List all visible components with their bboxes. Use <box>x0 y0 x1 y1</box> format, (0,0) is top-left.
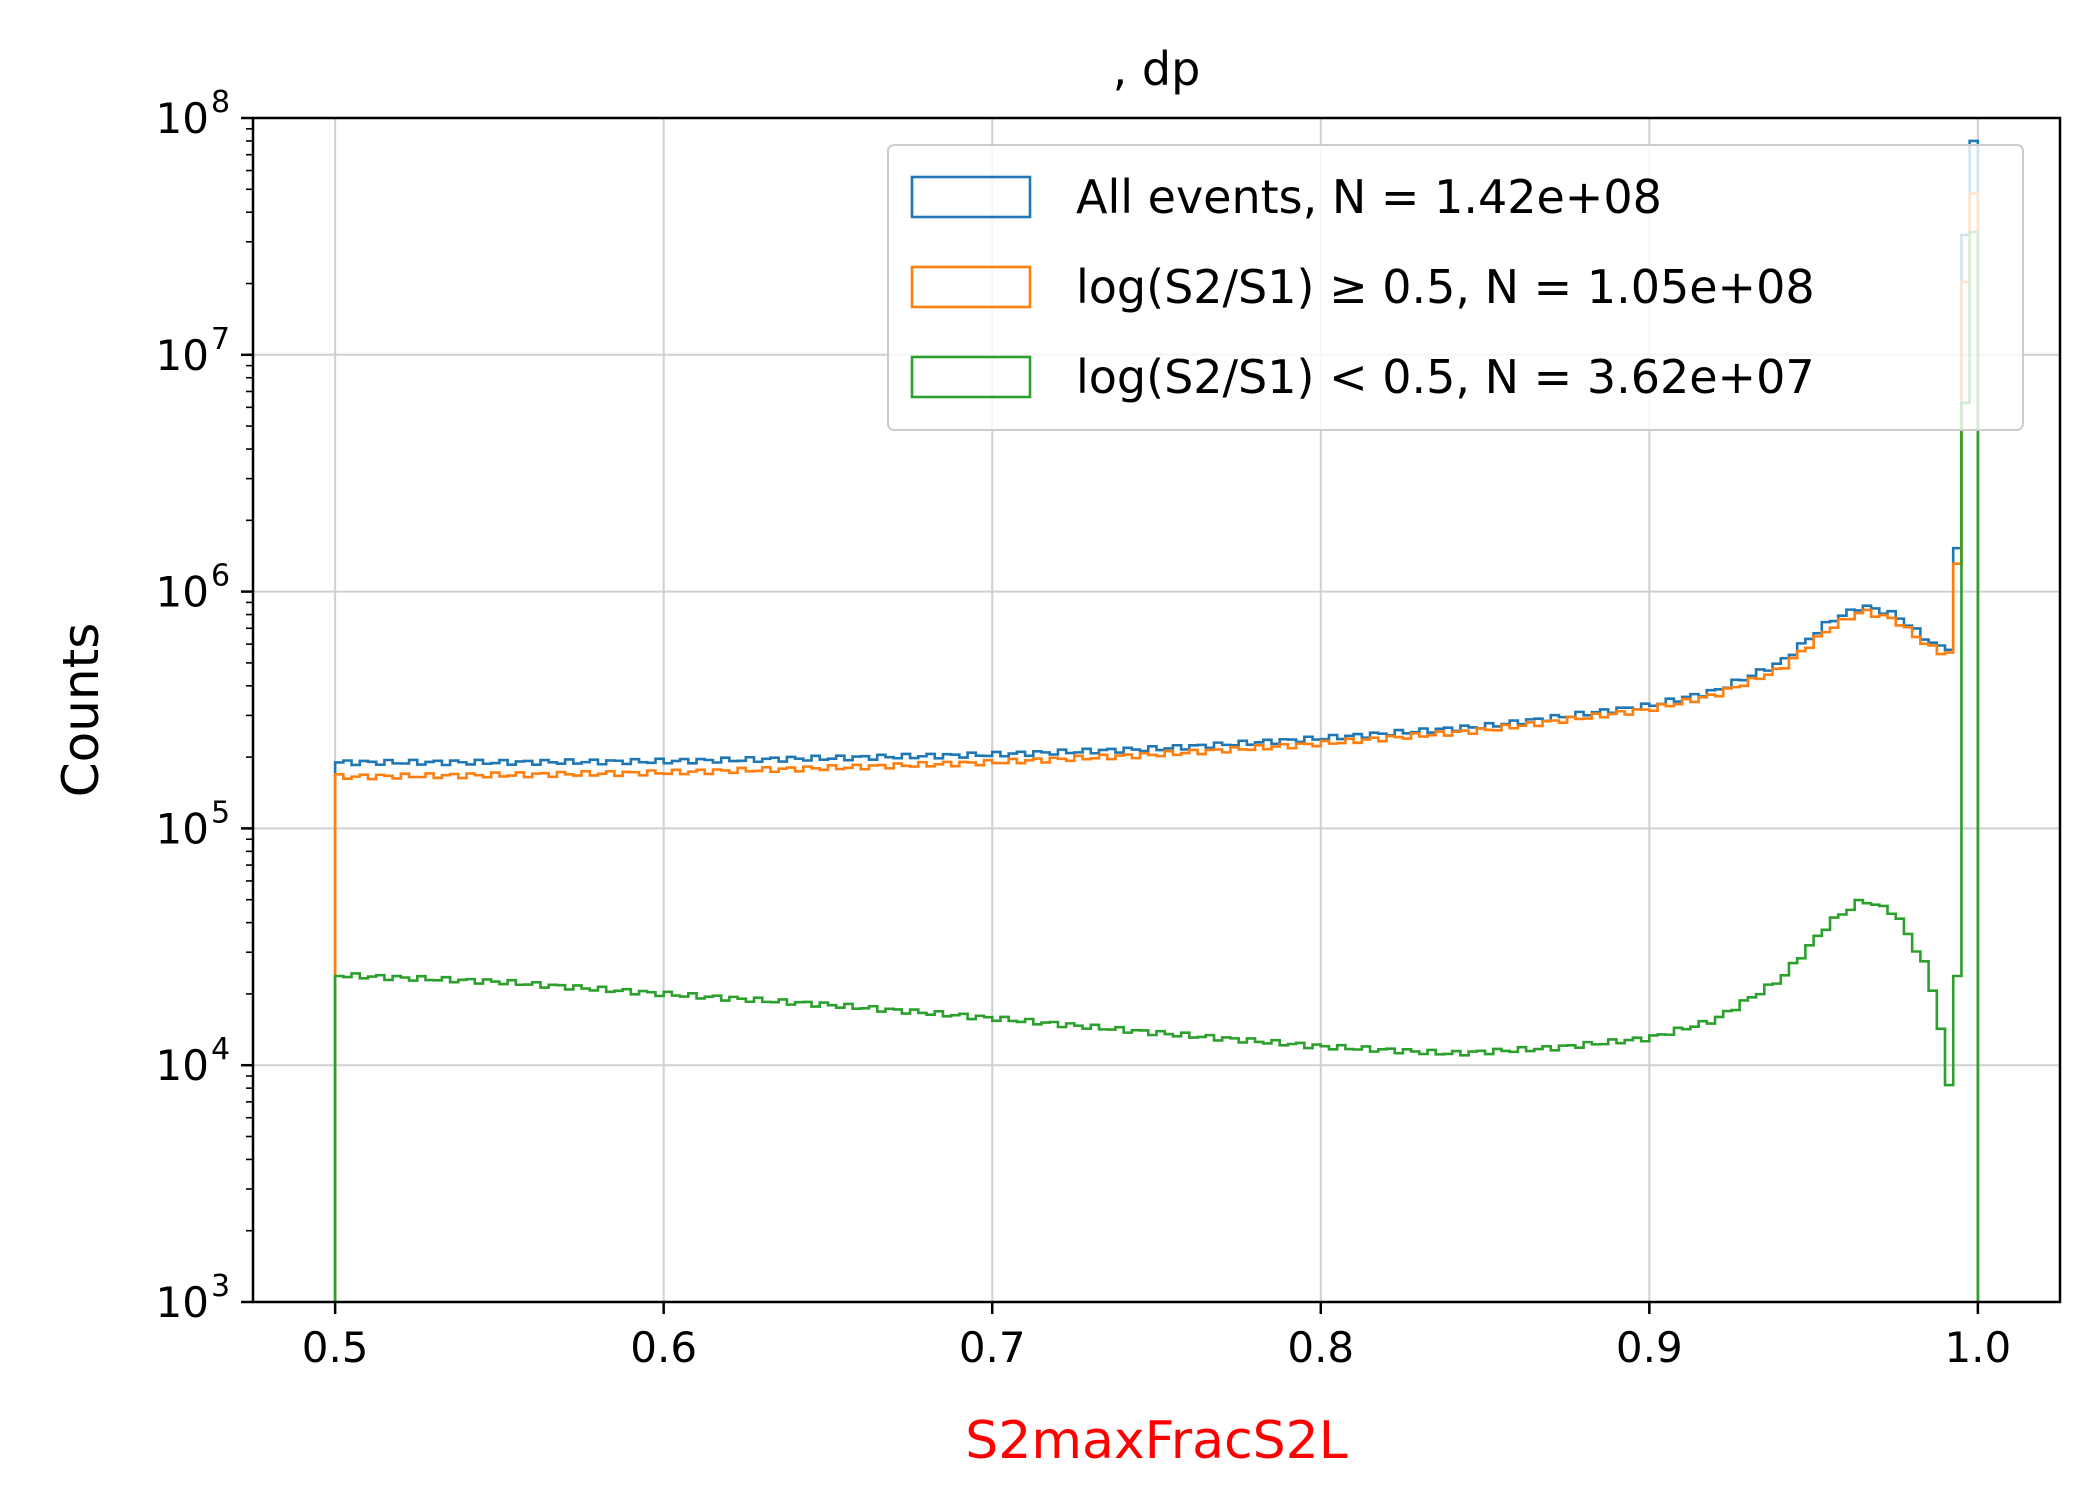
series-line-3 <box>333 230 1980 1302</box>
legend-swatch-1 <box>910 175 1032 219</box>
y-tick-label-exponent: 8 <box>211 85 230 120</box>
legend-box <box>887 144 2024 431</box>
legend-swatch-3 <box>910 355 1032 399</box>
legend-label-2: log(S2/S1) ≥ 0.5, N = 1.05e+08 <box>1076 260 1815 314</box>
y-tick-label-exponent: 3 <box>211 1269 230 1304</box>
legend-label-3: log(S2/S1) < 0.5, N = 3.62e+07 <box>1076 350 1815 404</box>
y-tick-label-exponent: 5 <box>211 795 230 830</box>
series-line-2 <box>333 192 1980 1302</box>
y-tick-label-base: 10 <box>156 331 209 380</box>
x-tick-label: 1.0 <box>1944 1323 2011 1372</box>
y-tick-label-base: 10 <box>156 1041 209 1090</box>
x-axis-ticks: 0.5 0.6 0.7 0.8 0.9 1.0 <box>302 1302 2011 1372</box>
chart-title: , dp <box>1113 42 1201 96</box>
x-axis-title: S2maxFracS2L <box>965 1411 1347 1471</box>
x-tick-label: 0.8 <box>1287 1323 1354 1372</box>
x-tick-label: 0.9 <box>1616 1323 1683 1372</box>
legend-label-1: All events, N = 1.42e+08 <box>1076 170 1662 224</box>
series-layer <box>333 139 1980 1302</box>
x-tick-label: 0.6 <box>630 1323 697 1372</box>
y-tick-label-exponent: 4 <box>211 1032 230 1067</box>
y-tick-label-exponent: 6 <box>211 559 230 594</box>
y-tick-label-base: 10 <box>156 94 209 143</box>
y-tick-label-base: 10 <box>156 1278 209 1327</box>
x-tick-label: 0.5 <box>302 1323 369 1372</box>
y-tick-label-base: 10 <box>156 804 209 853</box>
plot-frame <box>251 116 2062 1304</box>
x-tick-label: 0.7 <box>959 1323 1026 1372</box>
legend: All events, N = 1.42e+08 log(S2/S1) ≥ 0.5… <box>887 144 2024 431</box>
y-tick-label-exponent: 7 <box>211 322 230 357</box>
legend-swatch-2 <box>910 265 1032 309</box>
y-axis-title: Counts <box>52 623 110 798</box>
y-tick-label-base: 10 <box>156 568 209 617</box>
